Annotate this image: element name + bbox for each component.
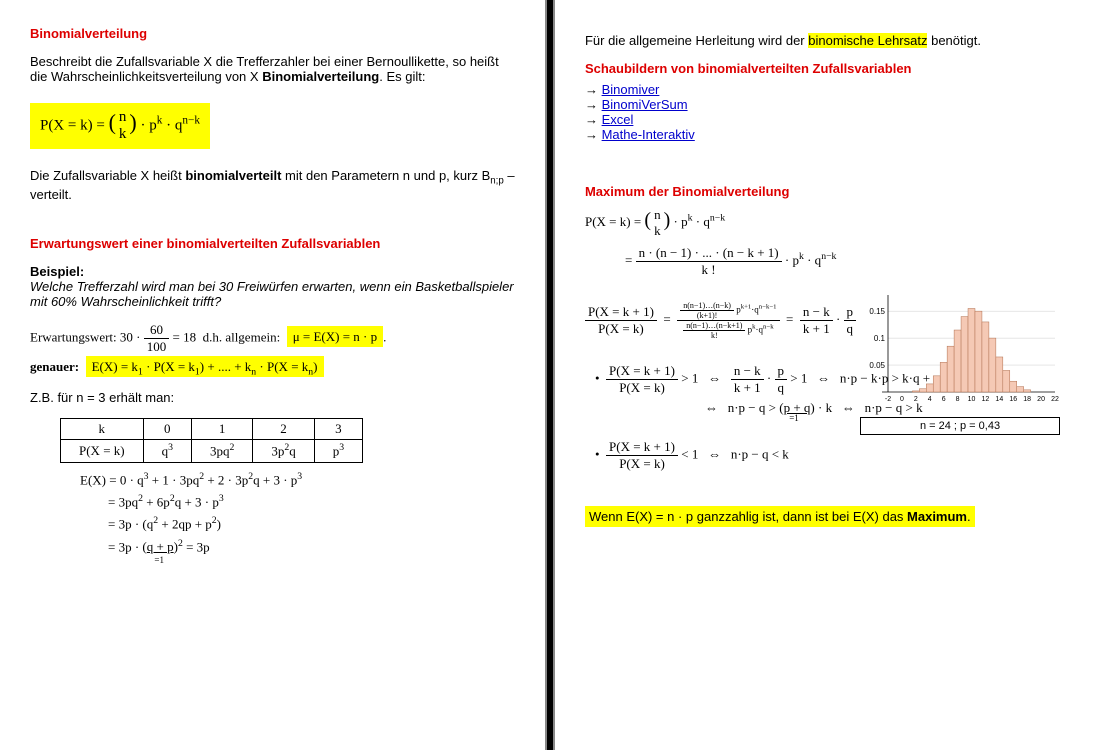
svg-text:4: 4 <box>928 396 932 403</box>
link-binomiver[interactable]: Binomiver <box>602 82 660 97</box>
formula-expand: = n · (n − 1) · ... · (n − k + 1)k ! · p… <box>625 245 1070 278</box>
bullet-2: • P(X = k + 1)P(X = k) < 1 ⇔ n·p − q < k <box>595 439 1070 472</box>
top-text: Für die allgemeine Herleitung wird der b… <box>585 33 1070 48</box>
svg-text:0.05: 0.05 <box>869 361 885 370</box>
derivation: E(X) = 0 · q3 + 1 · 3pq2 + 2 · 3p2q + 3 … <box>80 469 515 559</box>
formula-pmf-2: P(X = k) = (nk) · pk · qn−k <box>585 207 1070 239</box>
svg-text:0.15: 0.15 <box>869 307 885 316</box>
right-page: Für die allgemeine Herleitung wird der b… <box>555 0 1100 750</box>
svg-text:12: 12 <box>982 396 990 403</box>
svg-text:22: 22 <box>1051 396 1059 403</box>
svg-text:18: 18 <box>1023 396 1031 403</box>
beispiel-block: Beispiel: Welche Trefferzahl wird man be… <box>30 264 515 309</box>
page-divider <box>545 0 555 750</box>
intro-text: Beschreibt die Zufallsvariable X die Tre… <box>30 54 515 84</box>
heading-erwartung: Erwartungswert einer binomialverteilten … <box>30 236 515 251</box>
svg-text:10: 10 <box>968 396 976 403</box>
heading-schaubilder: Schaubildern von binomialverteilten Zufa… <box>585 61 1070 76</box>
svg-text:16: 16 <box>1009 396 1017 403</box>
svg-text:0.1: 0.1 <box>874 334 886 343</box>
link-excel[interactable]: Excel <box>602 112 634 127</box>
binomialverteilt-text: Die Zufallsvariable X heißt binomialvert… <box>30 168 515 202</box>
svg-text:14: 14 <box>995 396 1003 403</box>
erwartungswert-line: Erwartungswert: 30 · 60100 = 18 d.h. all… <box>30 322 515 355</box>
svg-text:6: 6 <box>942 396 946 403</box>
svg-text:8: 8 <box>956 396 960 403</box>
svg-text:0: 0 <box>900 396 904 403</box>
heading-maximum: Maximum der Binomialverteilung <box>585 184 1070 199</box>
histogram-svg: 0.05 0.1 0.15 -2 0 2 4 6 8 10 12 14 16 18 20 22 <box>860 290 1060 410</box>
svg-text:-2: -2 <box>885 396 891 403</box>
svg-text:2: 2 <box>914 396 918 403</box>
zb-line: Z.B. für n = 3 erhält man: <box>30 390 515 405</box>
links-list: Binomiver BinomiVerSum Excel Mathe-Inter… <box>585 82 1070 142</box>
histogram-chart: 0.05 0.1 0.15 -2 0 2 4 6 8 10 12 14 16 18 20 22 n = 24 … <box>860 290 1060 435</box>
chart-caption: n = 24 ; p = 0,43 <box>860 417 1060 435</box>
link-binomiversum[interactable]: BinomiVerSum <box>602 97 688 112</box>
genauer-line: genauer: E(X) = k1 · P(X = k1) + .... + … <box>30 359 515 378</box>
formula-pmf: P(X = k) = (nk) · pk · qn−k <box>30 103 210 149</box>
prob-table: k 0 1 2 3 P(X = k) q3 3pq2 3p2q p3 <box>60 418 363 462</box>
mu-formula: μ = E(X) = n · p <box>287 326 383 347</box>
maximum-conclusion: Wenn E(X) = n · p ganzzahlig ist, dann i… <box>585 506 975 527</box>
link-mathe[interactable]: Mathe-Interaktiv <box>602 127 695 142</box>
heading-binomial: Binomialverteilung <box>30 26 515 41</box>
svg-text:20: 20 <box>1037 396 1045 403</box>
left-page: Binomialverteilung Beschreibt die Zufall… <box>0 0 545 750</box>
